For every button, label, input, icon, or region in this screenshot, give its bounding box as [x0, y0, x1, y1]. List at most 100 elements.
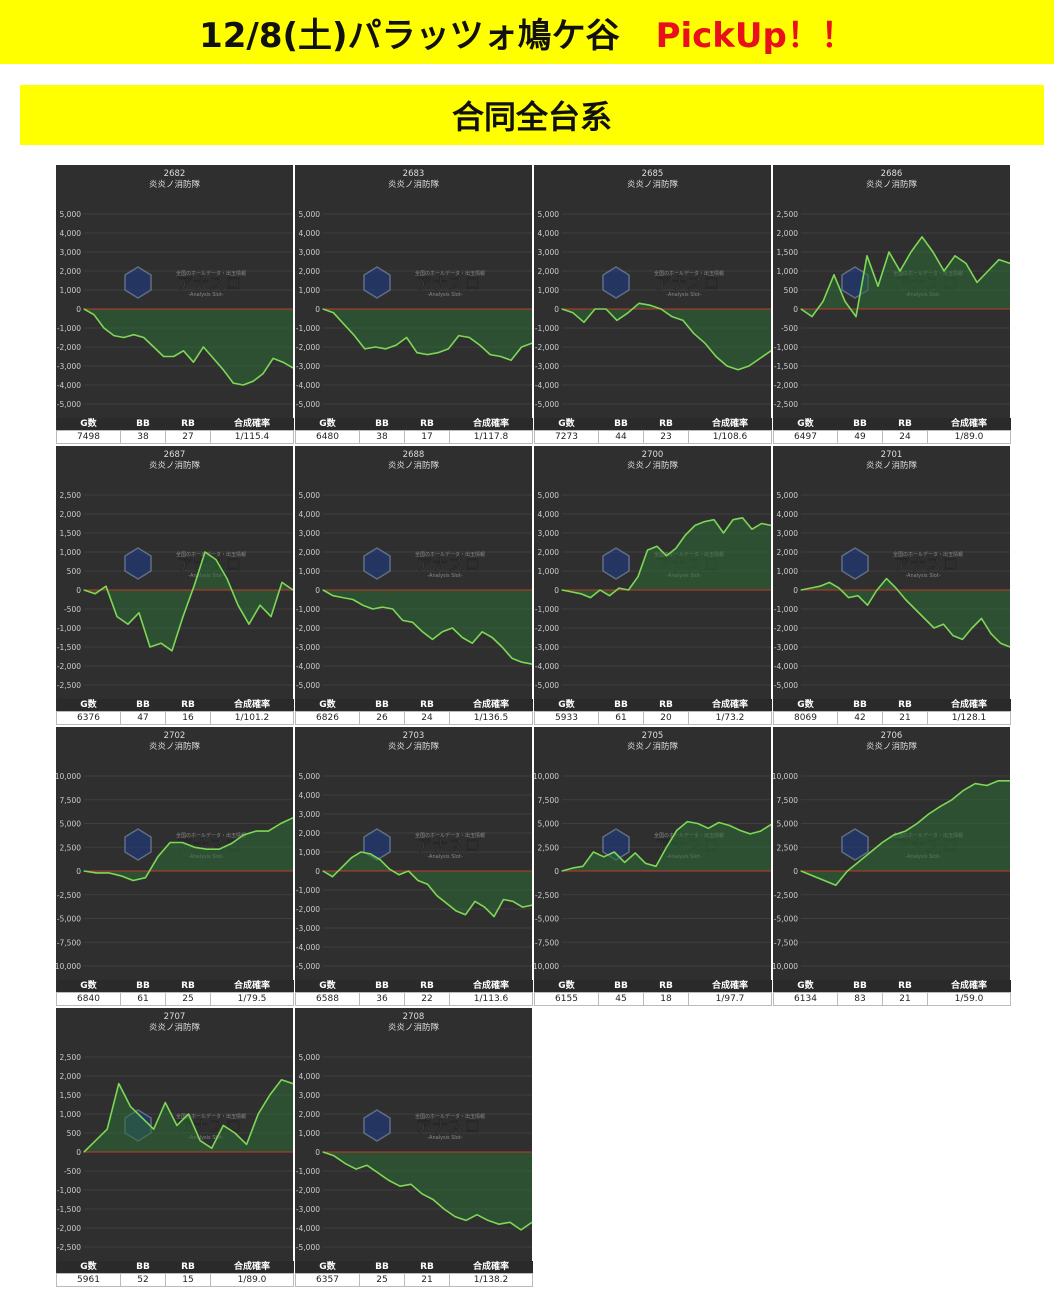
data-point	[809, 587, 812, 589]
data-point	[835, 884, 837, 886]
data-point	[904, 830, 907, 832]
data-point	[500, 355, 502, 358]
bb-count: 49	[837, 430, 883, 444]
y-tick-label: -1,000	[57, 1186, 81, 1195]
watermark-top-text: 全国のホールデータ・出玉情報	[415, 551, 485, 558]
stats-header-cell: 合成確率	[927, 699, 1011, 712]
rb-count: 27	[165, 430, 211, 444]
y-tick-label: -2,000	[296, 624, 320, 633]
watermark-hexagon-icon	[363, 547, 391, 580]
machine-number: 2687	[164, 450, 186, 460]
data-point	[280, 1079, 282, 1081]
games-count: 7498	[56, 430, 121, 444]
y-tick-label: -2,000	[57, 343, 81, 352]
machine-number: 2705	[642, 731, 664, 741]
data-point	[870, 851, 872, 853]
y-tick-label: -3,000	[296, 362, 320, 371]
data-point	[876, 589, 878, 591]
y-tick-label: 2,000	[777, 229, 799, 238]
y-tick-label: 1,000	[777, 267, 799, 276]
data-point	[899, 270, 901, 272]
stats-header-cell: RB	[165, 1261, 211, 1274]
stats-header-cell: BB	[120, 699, 166, 712]
data-point	[491, 636, 493, 639]
y-tick-label: 0	[793, 586, 798, 595]
data-point	[885, 578, 888, 580]
data-point	[910, 251, 912, 253]
data-point	[243, 834, 245, 836]
data-point	[398, 874, 400, 876]
stats-header-cell: BB	[598, 980, 644, 993]
data-point	[520, 1229, 522, 1231]
stats-header-cell: RB	[404, 980, 450, 993]
stats-value-row: 6826 26 24 1/136.5	[295, 711, 533, 725]
stats-header-cell: G数	[534, 699, 599, 712]
data-point	[171, 650, 173, 652]
data-point	[382, 606, 384, 608]
data-point	[986, 784, 988, 787]
data-point	[281, 581, 283, 583]
y-tick-label: 1,000	[538, 286, 560, 295]
data-point	[498, 1223, 500, 1225]
combined-probability: 1/97.7	[688, 992, 772, 1006]
y-tick-label: 0	[315, 1148, 320, 1157]
stats-header-cell: G数	[56, 1261, 121, 1274]
machine-name: 炎炎ノ消防隊	[149, 741, 201, 752]
data-point	[153, 346, 155, 348]
data-point	[760, 830, 762, 832]
data-point	[980, 617, 983, 620]
machine-name: 炎炎ノ消防隊	[388, 460, 440, 471]
stats-value-row: 7498 38 27 1/115.4	[56, 430, 294, 444]
data-point	[627, 312, 629, 314]
stats-header-row: G数 BB RB 合成確率	[773, 699, 1011, 712]
y-tick-label: 0	[793, 867, 798, 876]
rb-count: 24	[882, 430, 928, 444]
watermark-top-text: 全国のホールデータ・出玉情報	[415, 270, 485, 277]
series-area	[323, 1152, 532, 1230]
page-subtitle: 合同全台系	[451, 98, 612, 136]
watermark-top-text: 全国のホールデータ・出玉情報	[176, 832, 246, 839]
data-point	[493, 916, 495, 918]
y-tick-label: 0	[76, 305, 81, 314]
data-point	[828, 581, 831, 583]
y-tick-label: -3,000	[296, 924, 320, 933]
data-point	[262, 373, 264, 375]
stats-header-cell: BB	[120, 418, 166, 431]
data-point	[181, 841, 183, 844]
y-tick-label: -2,000	[296, 343, 320, 352]
y-tick-label: 500	[67, 1129, 82, 1138]
stats-header-cell: BB	[837, 418, 883, 431]
data-point	[583, 321, 585, 323]
data-point	[770, 823, 771, 826]
chart-panel-2686: 2686 炎炎ノ消防隊 2,500 2,000 1,500 1,000 500 0 -500 -1…	[773, 165, 1011, 444]
data-point	[531, 342, 532, 344]
machine-name: 炎炎ノ消防隊	[866, 179, 918, 190]
data-point	[234, 1132, 236, 1134]
bb-count: 38	[359, 430, 405, 444]
series-line	[83, 308, 293, 386]
data-point	[83, 1151, 85, 1153]
data-point	[388, 868, 391, 870]
y-tick-label: -2,500	[774, 400, 798, 409]
stats-header-cell: G数	[56, 699, 121, 712]
y-tick-label: 0	[76, 1148, 81, 1157]
stats-header-cell: 合成確率	[688, 980, 772, 993]
machine-number: 2707	[164, 1012, 186, 1022]
y-tick-label: 5,000	[299, 772, 321, 781]
y-tick-label: 3,000	[777, 529, 799, 538]
stats-table: G数 BB RB 合成確率 6357 25 21 1/138.2	[295, 1261, 533, 1287]
data-point	[426, 883, 429, 885]
data-point	[133, 334, 135, 336]
y-tick-label: 2,000	[299, 1110, 321, 1119]
watermark-top-text: 全国のホールデータ・出玉情報	[893, 551, 963, 558]
stats-table: G数 BB RB 合成確率 5933 61 20 1/73.2	[534, 699, 772, 725]
data-point	[634, 852, 636, 854]
data-point	[199, 1140, 201, 1142]
data-point	[160, 642, 162, 644]
data-point	[732, 519, 734, 521]
stats-header-row: G数 BB RB 合成確率	[295, 1261, 533, 1274]
